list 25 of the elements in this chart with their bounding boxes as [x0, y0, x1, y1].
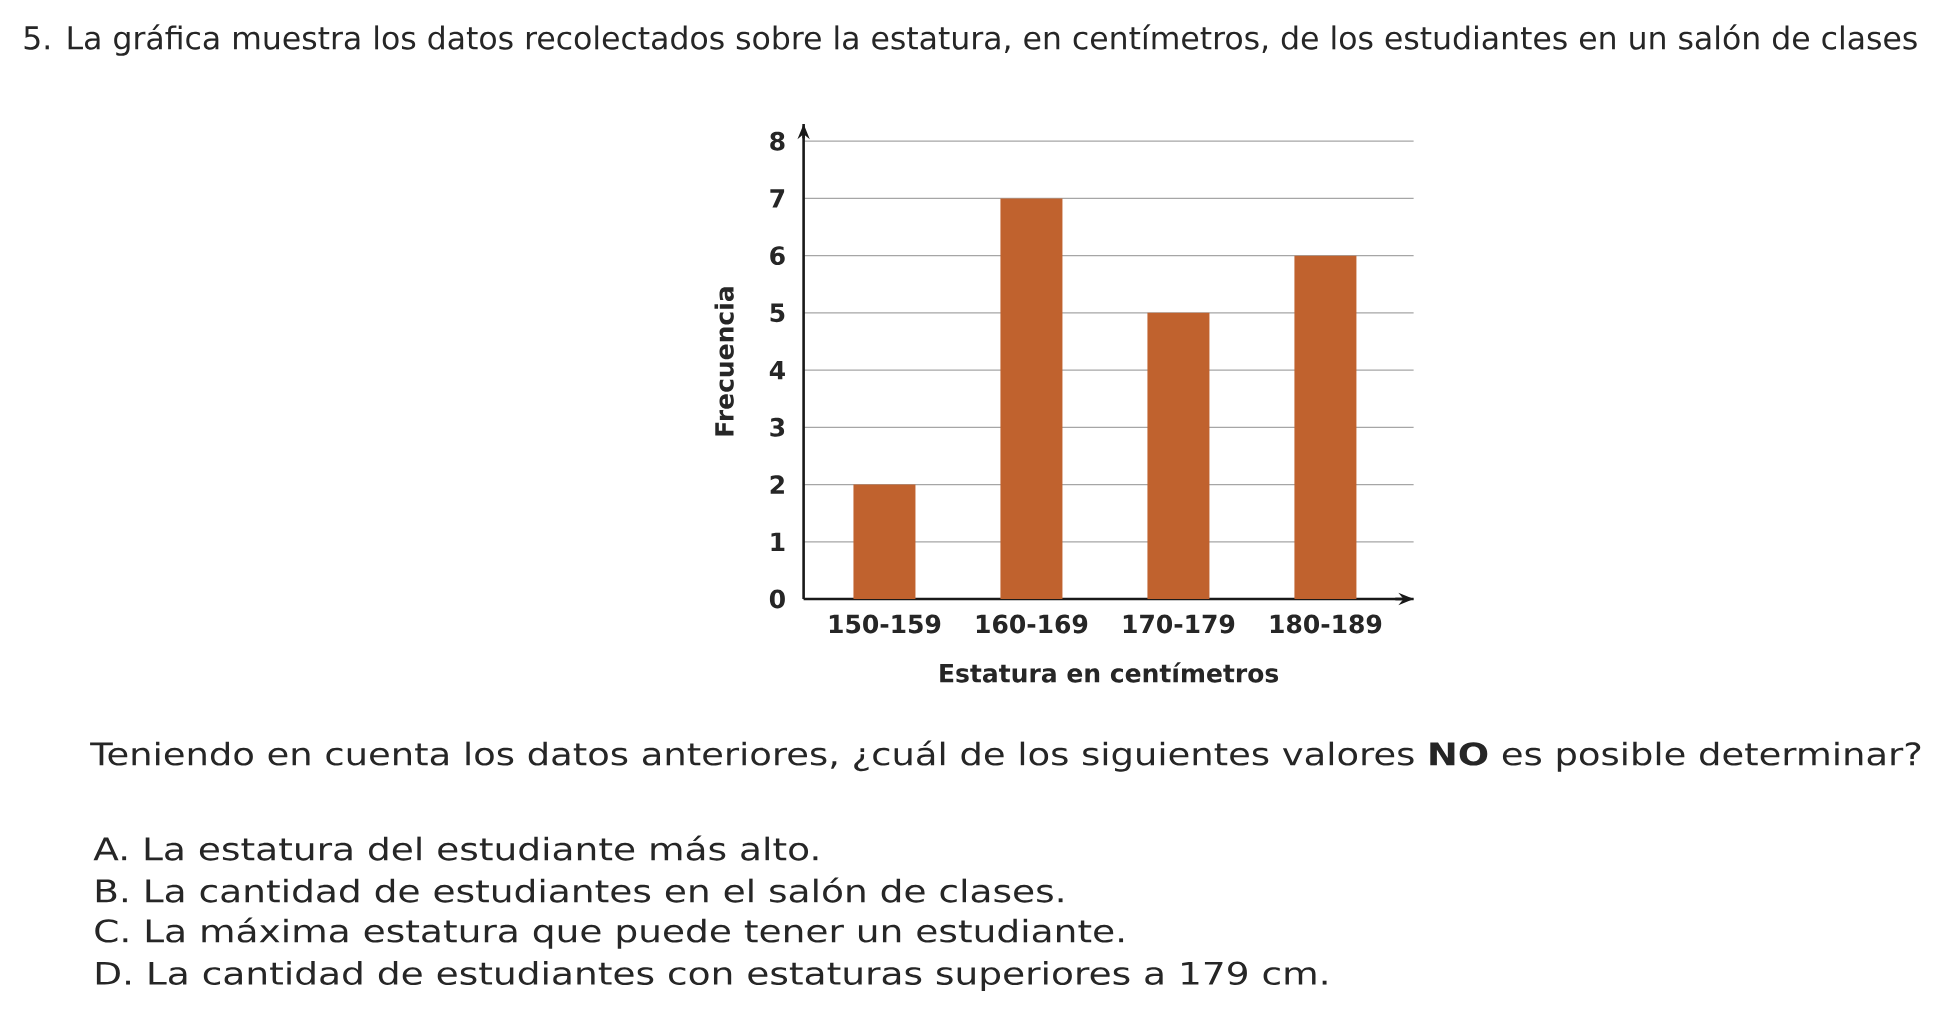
y-tick-label: 5 [770, 303, 785, 323]
x-tick-label: 180-189 [1270, 614, 1382, 634]
y-tick-label: 6 [770, 246, 785, 266]
text: Teniendo en cuenta los datos anteriores, ¿cuál de los siguientes valores NO es posible determinar? [90, 740, 1921, 772]
bar [1147, 312, 1210, 600]
y-tick-label: 2 [770, 475, 784, 494]
x-tick-label: 150-159 [829, 614, 941, 634]
x-axis-title: Estatura en centímetros [940, 662, 1279, 683]
y-tick-label: 0 [769, 589, 785, 609]
bar [853, 484, 916, 600]
bar [1000, 198, 1063, 600]
bar [1294, 255, 1357, 600]
y-tick-label: 8 [770, 131, 785, 151]
text: B. La cantidad de estudiantes en el salón de clases. [96, 877, 1063, 903]
text: A. La estatura del estudiante más alto. [93, 835, 818, 861]
y-tick-label: 3 [770, 417, 785, 437]
y-tick-label: 4 [769, 360, 785, 380]
y-axis-title: Frecuencia [714, 287, 734, 436]
y-tick-label: 7 [770, 189, 785, 208]
chart-title: 5. La gráfica muestra los datos recolectados sobre la estatura, en centímetros, de los estudiantes en un salón de clases [24, 24, 1917, 56]
y-tick-label: 1 [771, 532, 785, 551]
x-tick-label: 170-179 [1123, 614, 1235, 634]
x-tick-label: 160-169 [976, 614, 1088, 634]
text: D. La cantidad de estudiantes con estaturas superiores a 179 cm. [96, 961, 1327, 992]
text: C. La máxima estatura que puede tener un estudiante. [95, 917, 1124, 949]
